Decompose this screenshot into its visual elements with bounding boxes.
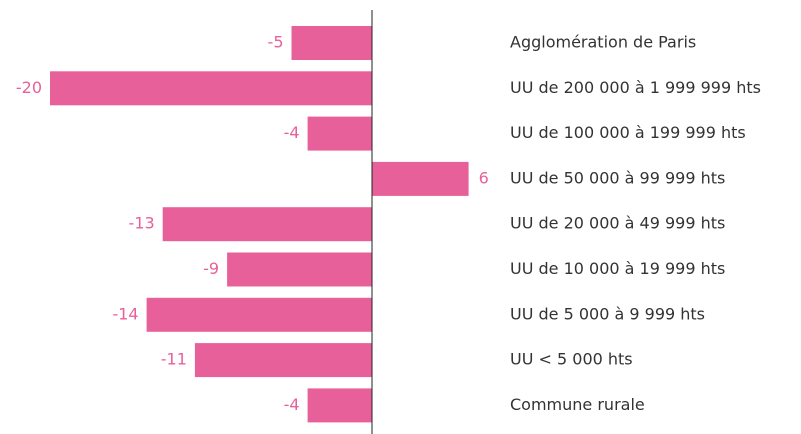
value-label: -20: [16, 78, 42, 97]
bar: [227, 252, 372, 287]
value-label: -14: [112, 304, 138, 323]
bar: [162, 207, 372, 242]
category-label: UU < 5 000 hts: [510, 350, 633, 369]
bar: [372, 161, 469, 196]
value-label: -9: [203, 259, 219, 278]
category-label: UU de 200 000 à 1 999 999 hts: [510, 78, 761, 97]
category-label: Agglomération de Paris: [510, 33, 696, 52]
bar: [50, 71, 372, 106]
bar: [146, 297, 372, 332]
category-label: UU de 20 000 à 49 999 hts: [510, 214, 725, 233]
bar: [307, 388, 372, 423]
value-label: -5: [268, 33, 284, 52]
value-label: -11: [161, 350, 187, 369]
value-label: 6: [479, 168, 489, 187]
value-label: -4: [284, 123, 300, 142]
value-label: -13: [129, 214, 155, 233]
value-label: -4: [284, 395, 300, 414]
category-label: UU de 50 000 à 99 999 hts: [510, 168, 725, 187]
category-label: UU de 5 000 à 9 999 hts: [510, 304, 705, 323]
bar: [307, 116, 372, 151]
bar: [194, 343, 372, 378]
bar: [291, 26, 372, 60]
category-label: UU de 10 000 à 19 999 hts: [510, 259, 725, 278]
category-label: Commune rurale: [510, 395, 645, 414]
category-label: UU de 100 000 à 199 999 hts: [510, 123, 746, 142]
